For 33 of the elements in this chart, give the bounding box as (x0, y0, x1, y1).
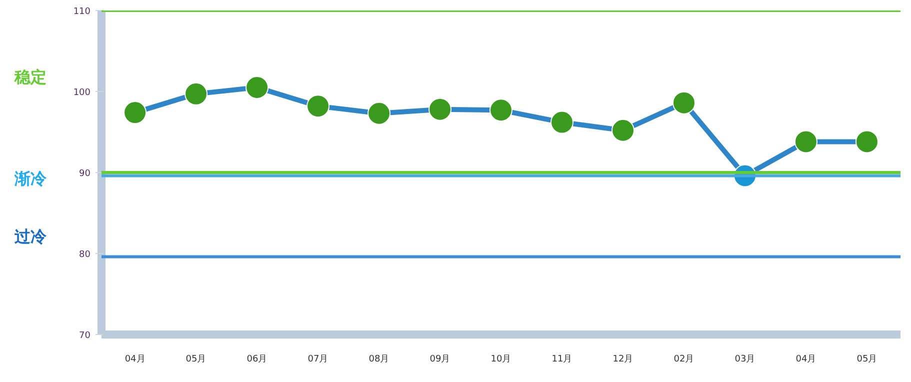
point (550, 110, 574, 134)
point (368, 102, 391, 125)
text: 稳定 (14, 68, 46, 87)
x-tick-label: 04月 (124, 354, 146, 364)
x-tick-label: 05月 (856, 354, 878, 364)
text: 渐冷 (14, 169, 48, 188)
x-tick-label: 07月 (308, 354, 328, 364)
x-tick-label: 03月 (734, 354, 756, 364)
x-tick-label: 02月 (674, 354, 694, 364)
x-tick-label: 11月 (552, 354, 572, 364)
y-tick-label: 90 (79, 169, 91, 179)
point (306, 94, 330, 118)
x-tick-label: 08月 (368, 354, 390, 364)
x-tick-label: 10月 (490, 354, 512, 364)
y-tick-label: 70 (79, 331, 91, 341)
y-tick-label: 80 (79, 250, 91, 260)
point (124, 101, 147, 124)
point (611, 118, 634, 142)
x-tick-label: 12月 (612, 354, 634, 364)
point (246, 76, 269, 99)
x-tick-label: 06月 (246, 354, 268, 364)
y-tick-label: 110 (73, 7, 91, 17)
point (490, 98, 512, 122)
point (428, 98, 452, 121)
point (184, 82, 208, 106)
point (794, 130, 818, 154)
y-tick-label: 100 (73, 88, 91, 98)
x-tick-label: 04月 (796, 354, 816, 364)
x-tick-label: 09月 (430, 354, 450, 364)
x-tick-label: 05月 (186, 354, 206, 364)
text: 过冷 (14, 227, 48, 246)
point (672, 91, 696, 114)
point (855, 130, 878, 154)
